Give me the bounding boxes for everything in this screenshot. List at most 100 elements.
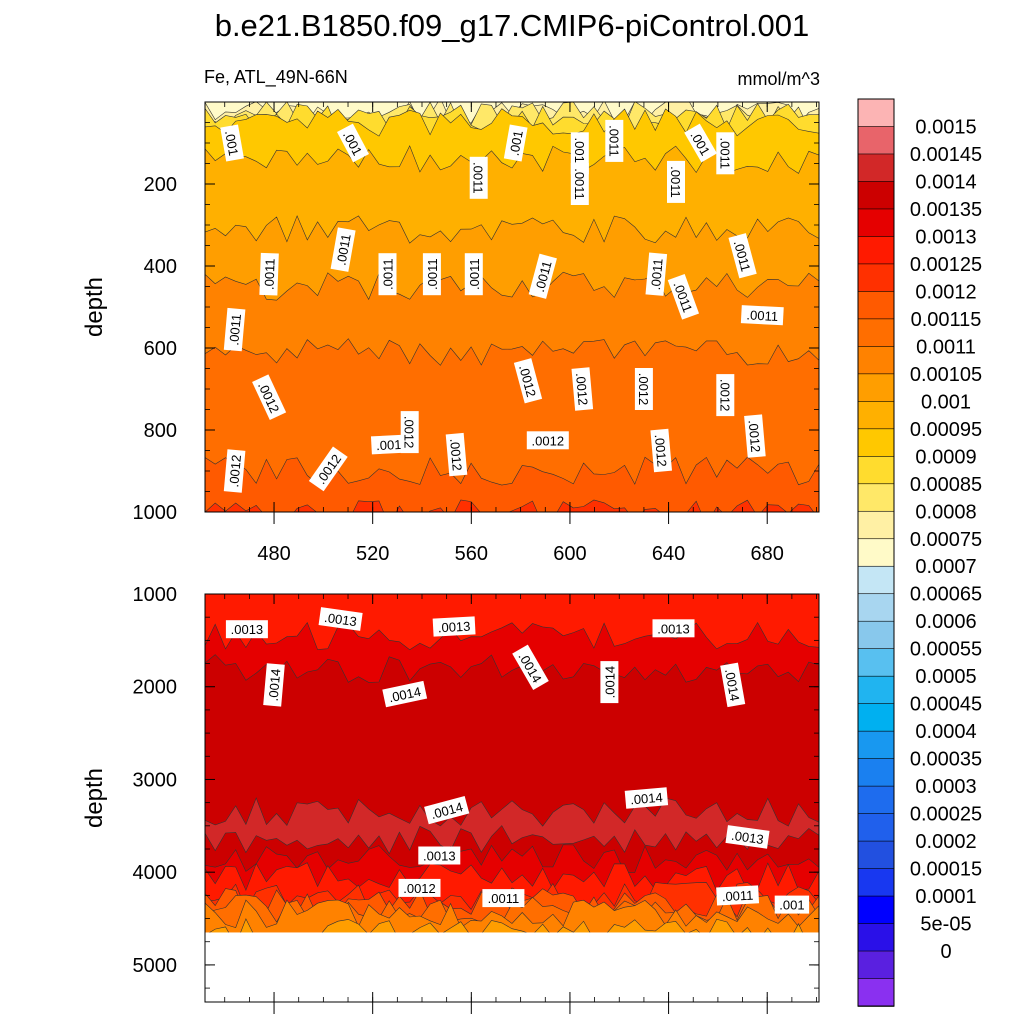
- bottom-contour-label: .0013: [652, 619, 695, 638]
- colorbar-label: 0.00105: [910, 364, 982, 386]
- top-contour-label: .0011: [223, 307, 246, 352]
- top-ytick-label: 1000: [133, 502, 178, 524]
- top-xtick-label: 560: [455, 543, 488, 565]
- top-contour-label-text: .0011: [333, 233, 353, 267]
- colorbar-label: 0.00095: [910, 419, 982, 441]
- colorbar-label: 0.00085: [910, 474, 982, 496]
- colorbar-label: 0.0004: [915, 721, 976, 743]
- colorbar-label: 0.00025: [910, 804, 982, 826]
- colorbar-swatch: [857, 510, 895, 540]
- bottom-contour-label-text: .0014: [630, 790, 664, 808]
- panel-subtitle-right: mmol/m^3: [738, 69, 820, 89]
- top-ytick-label: 800: [144, 420, 177, 442]
- top-contour-label: .0011: [330, 227, 356, 272]
- bottom-contour-label-text: .0011: [721, 888, 753, 905]
- top-contour-label: .0012: [223, 449, 246, 493]
- colorbar-swatch: [857, 648, 895, 677]
- colorbar-swatch: [857, 236, 895, 265]
- bottom-contour-label: .0014: [424, 795, 470, 825]
- top-contour-label: .0012: [634, 368, 653, 410]
- colorbar-swatch: [857, 703, 895, 732]
- top-contour-label-text: .0011: [606, 125, 621, 157]
- bottom-contour-label-text: .0013: [323, 610, 357, 629]
- colorbar-swatch: [857, 620, 895, 650]
- colorbar-swatch: [857, 978, 895, 1007]
- colorbar-label: 0.0006: [915, 611, 976, 633]
- bottom-ytick-label: 2000: [133, 677, 178, 699]
- bottom-contour-label: .0011: [716, 885, 760, 906]
- bottom-axes: 1000 2000 3000 4000 5000: [133, 584, 819, 1014]
- colorbar-swatch: [857, 153, 895, 183]
- colorbar-frame: [857, 98, 895, 1007]
- bottom-contour-label-text: .0014: [387, 684, 422, 705]
- bottom-contour-labels: .0013 .0013 .0013 .0013 .0014 .0014 .0014 .0014…: [225, 607, 810, 914]
- bottom-panel: .0013.0013.0013.0013.0014.0014.0014.0014…: [81, 584, 820, 1014]
- colorbar-label: 0.0015: [915, 117, 976, 139]
- bottom-missing-region: [205, 932, 819, 1002]
- colorbar-swatch: [857, 428, 895, 458]
- colorbar-swatch: [857, 593, 895, 623]
- top-contour-label: .0012: [716, 374, 735, 417]
- colorbar-swatch: [857, 318, 895, 348]
- bottom-contour-fill: [205, 594, 819, 1002]
- bottom-contour-label: .0012: [398, 878, 441, 897]
- top-contour-label: .0011: [464, 253, 483, 296]
- bottom-contour-label: .001: [774, 895, 810, 914]
- colorbar-swatch: [857, 346, 895, 375]
- top-contour-label: .0011: [667, 160, 685, 203]
- top-panel: .001.001.001.0011.001.0011.0011.0011.001…: [81, 101, 820, 565]
- bottom-contour-label: .0014: [600, 661, 619, 704]
- colorbar-swatch: [857, 730, 895, 760]
- top-contour-label-text: .0012: [636, 373, 651, 406]
- top-contour-label: .0012: [513, 358, 543, 404]
- colorbar-swatch: [857, 895, 895, 925]
- top-contour-label-text: .0012: [402, 416, 417, 449]
- top-contour-label-text: .0011: [425, 258, 440, 290]
- top-contour-label-text: .001: [222, 129, 241, 157]
- colorbar-swatch: [857, 565, 895, 595]
- bottom-contour-label: .0013: [725, 825, 770, 849]
- bottom-ytick-label: 5000: [133, 955, 178, 977]
- top-contour-label-text: .0011: [746, 307, 778, 324]
- colorbar-label: 0.0008: [915, 501, 976, 523]
- top-contour-label: .0012: [252, 374, 287, 421]
- top-ytick-label: 400: [144, 256, 177, 278]
- colorbar-swatch: [857, 868, 895, 897]
- bottom-contour-label-text: .0014: [266, 668, 284, 702]
- top-contour-label-text: .0012: [447, 438, 465, 472]
- top-contour-label: .0011: [528, 253, 557, 299]
- top-contour-label-text: .0012: [573, 372, 591, 406]
- colorbar-label: 0: [940, 941, 951, 963]
- bottom-contour-label-text: .0014: [722, 668, 742, 703]
- colorbar-label: 0.0007: [915, 556, 976, 578]
- top-contour-label-text: .0011: [262, 258, 278, 290]
- colorbar-swatch: [857, 263, 895, 293]
- bottom-contour-label: .0013: [225, 620, 268, 639]
- colorbar-swatch: [857, 98, 895, 128]
- panel-subtitle-left: Fe, ATL_49N-66N: [204, 67, 348, 88]
- top-contour-label: .0012: [571, 367, 594, 411]
- colorbar-label: 0.00145: [910, 144, 982, 166]
- top-contour-label-text: .0011: [471, 162, 486, 194]
- bottom-contour-label: .0013: [318, 607, 363, 631]
- bottom-contour-label-text: .0013: [730, 828, 764, 847]
- bottom-plot-frame: [204, 593, 820, 1003]
- top-contour-label-text: .0011: [572, 168, 587, 200]
- top-contour-label: .0011: [570, 163, 589, 205]
- top-contour-label-text: .0011: [717, 138, 732, 170]
- bottom-contour-label: .0014: [624, 787, 669, 809]
- bottom-ytick-label: 4000: [133, 862, 178, 884]
- colorbar-label: 0.0011: [916, 336, 976, 358]
- colorbar-label: 0.00065: [910, 584, 982, 606]
- colorbar-label: 5e-05: [920, 914, 971, 936]
- colorbar-swatch: [857, 455, 895, 485]
- bottom-contour-label: .0011: [482, 889, 525, 908]
- top-contour-label: .0011: [378, 253, 397, 296]
- top-contour-label: .0012: [650, 428, 672, 473]
- bottom-contour-label-text: .0012: [403, 881, 436, 896]
- bottom-contour-label-text: .0014: [602, 666, 617, 699]
- top-contour-label-text: .0012: [226, 454, 244, 488]
- top-contour-label: .0011: [259, 252, 279, 296]
- bottom-ytick-label: 1000: [133, 584, 178, 606]
